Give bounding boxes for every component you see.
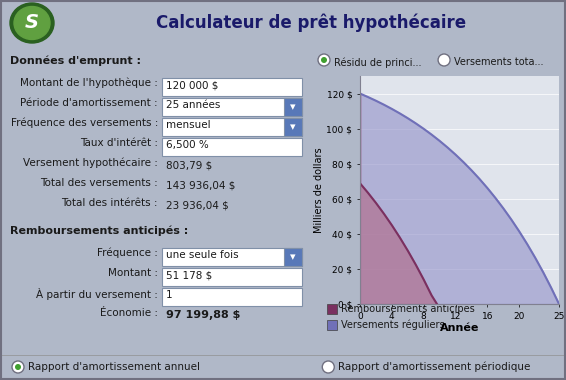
Text: une seule fois: une seule fois <box>166 250 239 260</box>
Bar <box>284 98 302 116</box>
Text: S: S <box>25 14 39 33</box>
Ellipse shape <box>10 3 54 43</box>
Bar <box>162 288 302 306</box>
Bar <box>162 78 302 96</box>
Text: Résidu de princi...: Résidu de princi... <box>334 57 422 68</box>
Text: Économie :: Économie : <box>100 308 158 318</box>
Text: Versements réguliers: Versements réguliers <box>341 320 445 331</box>
Text: Rapport d'amortissement périodique: Rapport d'amortissement périodique <box>338 362 531 372</box>
Text: 23 936,04 $: 23 936,04 $ <box>166 200 229 210</box>
Circle shape <box>322 361 335 373</box>
Circle shape <box>12 361 24 373</box>
Bar <box>327 320 337 330</box>
Bar <box>162 248 302 266</box>
Bar <box>162 98 302 116</box>
Text: mensuel: mensuel <box>166 120 211 130</box>
Bar <box>327 304 337 314</box>
Bar <box>284 248 302 266</box>
Circle shape <box>321 57 327 63</box>
Circle shape <box>438 54 450 66</box>
Text: ▾: ▾ <box>290 252 296 262</box>
Text: Montant :: Montant : <box>108 268 158 278</box>
Text: Calculateur de prêt hypothécaire: Calculateur de prêt hypothécaire <box>156 14 466 32</box>
Text: 143 936,04 $: 143 936,04 $ <box>166 180 235 190</box>
Text: Total des versements :: Total des versements : <box>40 178 158 188</box>
Text: 120 000 $: 120 000 $ <box>166 80 218 90</box>
Text: Période d'amortissement :: Période d'amortissement : <box>20 98 158 108</box>
Text: Versement hypothécaire :: Versement hypothécaire : <box>23 158 158 168</box>
Text: À partir du versement :: À partir du versement : <box>36 288 158 300</box>
Text: 6,500 %: 6,500 % <box>166 140 209 150</box>
Bar <box>284 118 302 136</box>
Text: ▾: ▾ <box>290 122 296 132</box>
Text: Remboursements anticipés: Remboursements anticipés <box>341 304 475 315</box>
Bar <box>162 138 302 156</box>
Y-axis label: Milliers de dollars: Milliers de dollars <box>314 147 324 233</box>
Text: Rapport d'amortissement annuel: Rapport d'amortissement annuel <box>28 362 200 372</box>
Bar <box>162 268 302 286</box>
Text: 803,79 $: 803,79 $ <box>166 160 212 170</box>
Bar <box>162 118 302 136</box>
X-axis label: Année: Année <box>440 323 479 333</box>
Text: Montant de l'hypothèque :: Montant de l'hypothèque : <box>20 78 158 89</box>
Text: 51 178 $: 51 178 $ <box>166 270 212 280</box>
Text: Remboursements anticipés :: Remboursements anticipés : <box>10 226 188 236</box>
Text: Fréquence des versements :: Fréquence des versements : <box>11 118 158 128</box>
Text: Versements tota...: Versements tota... <box>454 57 543 67</box>
Text: Fréquence :: Fréquence : <box>97 248 158 258</box>
Circle shape <box>15 364 21 370</box>
Text: 25 années: 25 années <box>166 100 220 110</box>
Text: Taux d'intérêt :: Taux d'intérêt : <box>80 138 158 148</box>
Text: 1: 1 <box>166 290 173 300</box>
Text: Total des intérêts :: Total des intérêts : <box>62 198 158 208</box>
Ellipse shape <box>14 6 50 40</box>
Circle shape <box>318 54 330 66</box>
Text: ▾: ▾ <box>290 102 296 112</box>
Text: 97 199,88 $: 97 199,88 $ <box>166 310 241 320</box>
Text: Données d'emprunt :: Données d'emprunt : <box>10 56 141 66</box>
